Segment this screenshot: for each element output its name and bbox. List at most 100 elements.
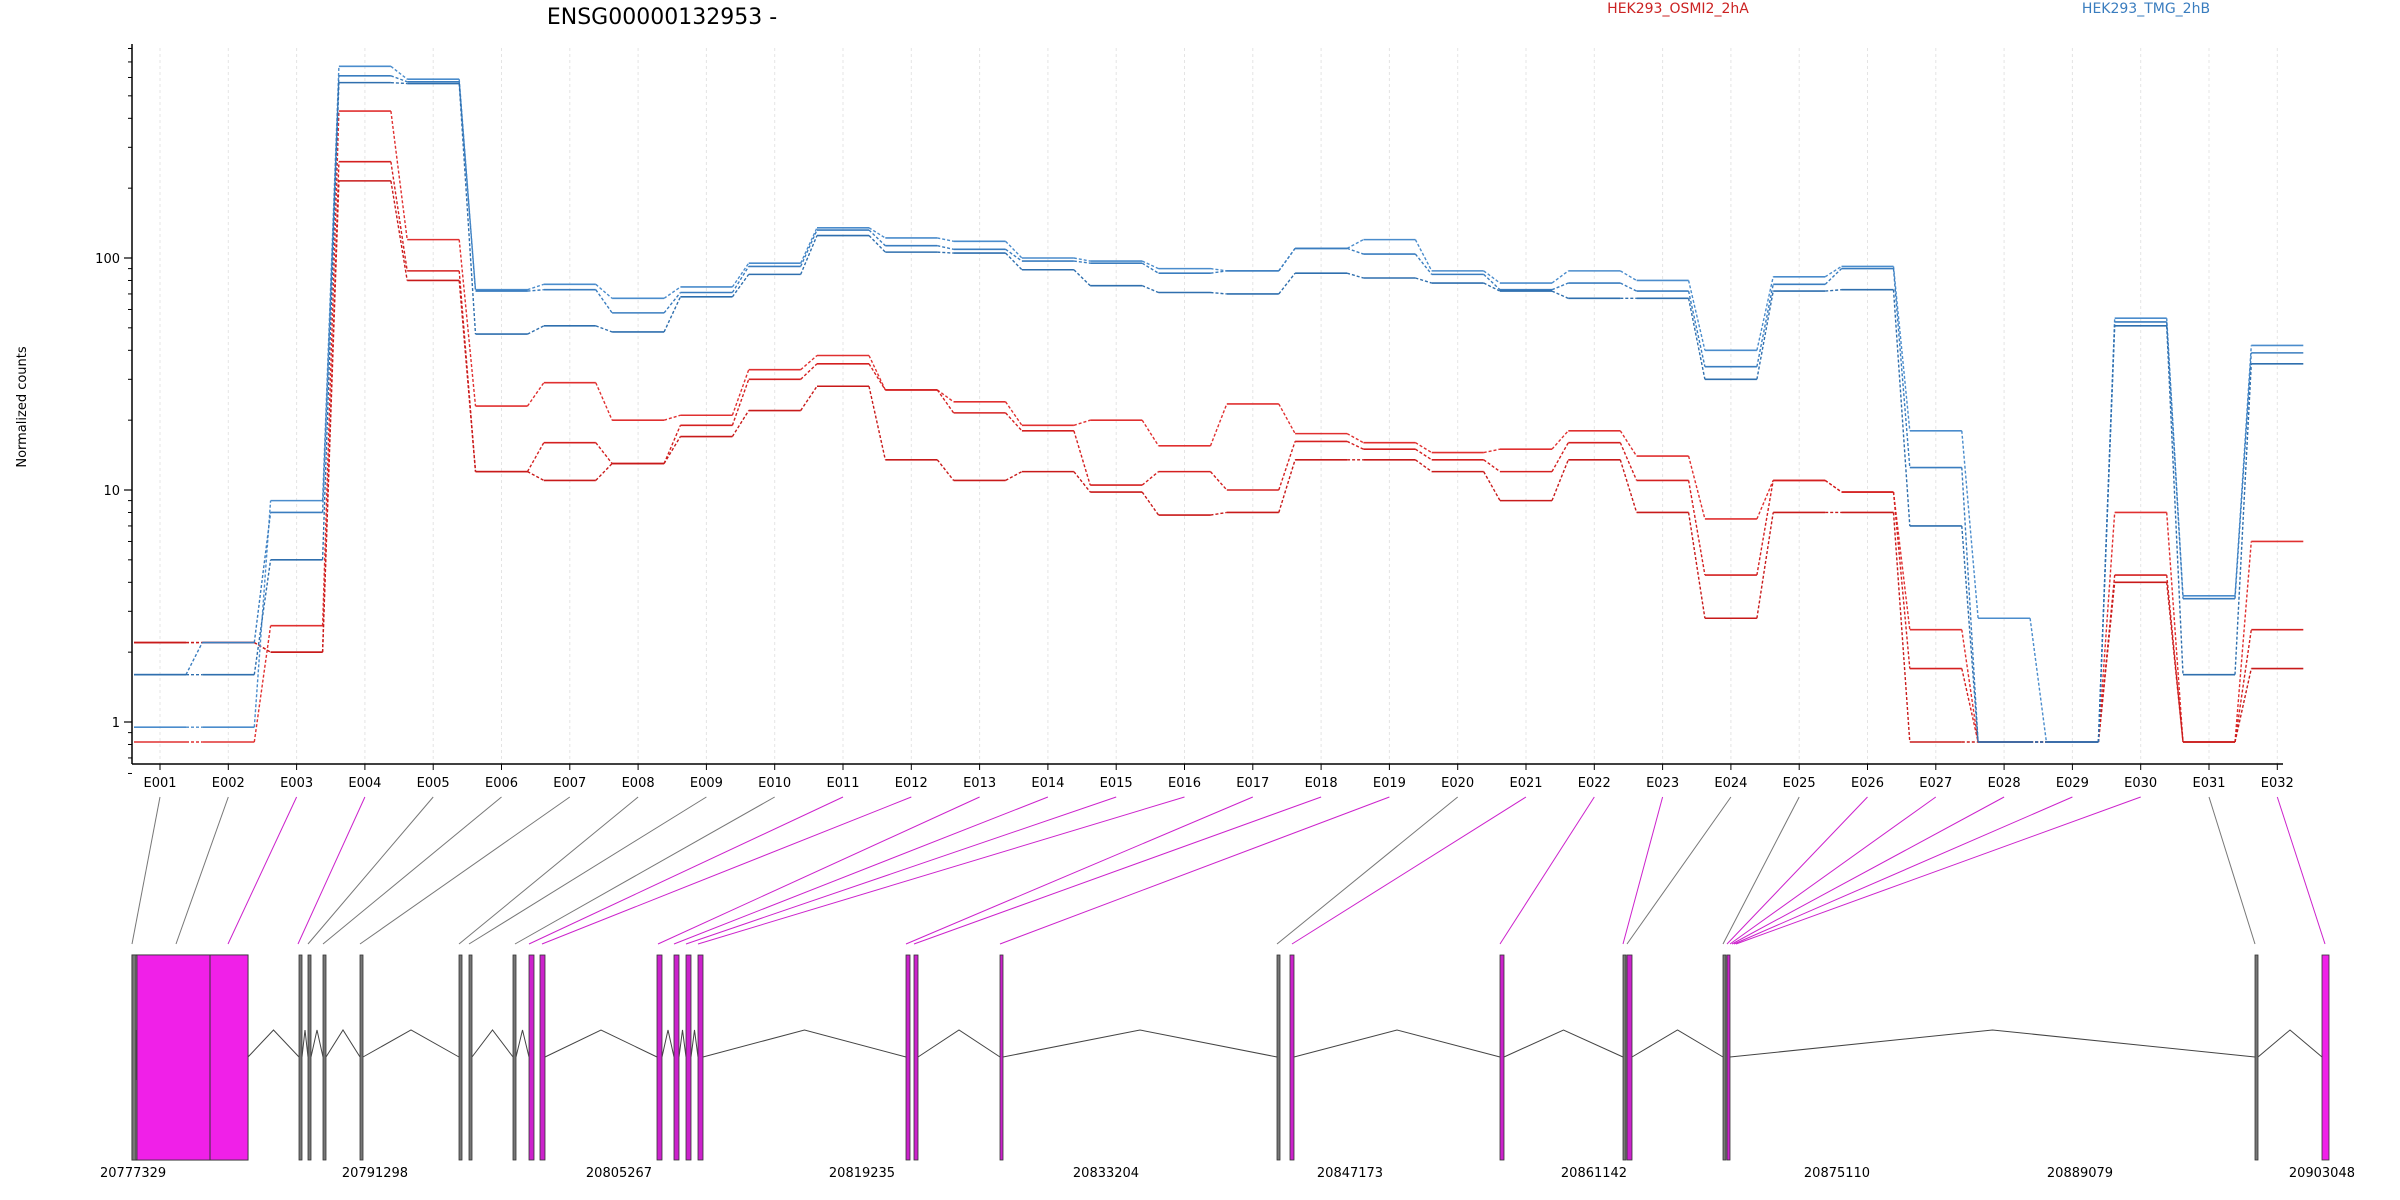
y-axis-label: Normalized counts [15,346,30,468]
exon-block [307,954,312,1161]
x-tick-label: E020 [1441,776,1474,791]
exon-block [913,954,919,1161]
exon-connector [1276,796,1459,945]
gene-model: 20777329 20791298 20805267 20819235 20833204… [100,954,2355,1181]
exon-block [1626,954,1633,1161]
exon-block [673,954,680,1161]
intron-line [515,1029,530,1058]
exon-block [512,954,517,1161]
transition-line [1551,282,1569,291]
exon-connector [528,796,844,945]
transition-line [390,110,408,240]
series-HEK293_TMG_2hB [134,75,2304,743]
transition-line [1483,471,1501,501]
genomic-coordinate-label: 20861142 [1561,1166,1627,1181]
chart-title: ENSG00000132953 - [547,5,777,30]
exon-connector [999,796,1390,945]
transition-line [663,296,682,333]
series-HEK293_OSMI2_2hA [134,180,2304,743]
transition-line [1687,290,1706,367]
exon-block [1289,954,1295,1161]
transition-line [1005,240,1023,259]
transition-line [731,262,750,288]
transition-line [1073,257,1091,262]
transition-line [1278,272,1296,295]
genomic-coordinate-label: 20819235 [829,1166,895,1181]
genomic-coordinate-label: 20875110 [1804,1166,1870,1181]
transition-line [936,459,955,481]
x-tick-label: E010 [758,776,791,791]
transition-line [1687,280,1706,351]
exon-block [468,954,473,1161]
transition-line [937,237,954,243]
transition-line [1210,291,1227,295]
transition-line [936,389,955,414]
exon-connector [1626,796,1732,945]
y-tick-label: 1 [112,716,120,731]
transition-line [1210,267,1227,272]
transition-line [1414,253,1433,275]
genomic-coordinate-label: 20889079 [2047,1166,2113,1181]
transition-line [731,379,750,426]
transition-line [595,382,613,421]
x-axis: E001 E002 E003 E004 E005 E006 E007 E008 E009 E010… [132,763,2294,791]
exon-connector [175,796,229,945]
exon-connector [1722,796,1800,945]
exon-connector [1731,796,2005,945]
exon-connector [514,796,775,945]
transition-line [2234,629,2252,743]
transition-line [1619,430,1638,457]
intron-line [544,1029,658,1058]
series-lines [134,65,2304,743]
genomic-coordinate-label: 20903048 [2289,1166,2355,1181]
transition-line [1892,491,1911,630]
exon-block [539,954,546,1161]
exon-connector [1291,796,1527,945]
x-tick-label: E023 [1646,776,1679,791]
transition-line [458,239,477,407]
transition-line [868,355,886,391]
transition-line [731,273,750,298]
intron-line [325,1029,361,1058]
x-tick-label: E003 [280,776,313,791]
transition-line [458,280,477,472]
exon-connector [1733,796,2073,945]
transition-line [1756,512,1774,619]
x-tick-label: E030 [2124,776,2157,791]
transition-line [1687,480,1706,576]
transition-line [390,161,408,271]
intron-line [1503,1029,1624,1058]
transition-line [1073,419,1091,426]
transition-line [2166,325,2184,675]
transition-line [1005,252,1023,271]
x-tick-label: E016 [1168,776,1201,791]
transition-line [1961,629,1979,743]
exon-connector [297,796,366,945]
transition-line [2097,325,2116,743]
transition-line [1756,480,1774,576]
x-tick-label: E029 [2056,776,2089,791]
series-HEK293_TMG_2hB [134,81,2304,743]
transition-line [1141,419,1160,447]
exon-connector [913,796,1322,945]
exon-connector [458,796,639,945]
transition-line [390,180,408,281]
transition-line [663,436,681,464]
transition-line [1824,265,1842,278]
transition-line [2234,668,2252,743]
transition-line [1346,239,1364,250]
transition-line [1005,471,1023,482]
exon-block [1276,954,1281,1161]
x-tick-label: E009 [690,776,723,791]
exon-connector [2276,796,2326,945]
transition-line [321,82,340,560]
intron-line [1729,1029,2256,1058]
genomic-coordinate-label: 20791298 [342,1166,408,1181]
transition-line [1414,459,1433,473]
x-tick-label: E031 [2192,776,2225,791]
transition-line [595,283,613,299]
x-tick-label: E021 [1509,776,1542,791]
transition-line [800,227,818,264]
transition-line [937,245,954,251]
transition-line [1551,290,1569,299]
